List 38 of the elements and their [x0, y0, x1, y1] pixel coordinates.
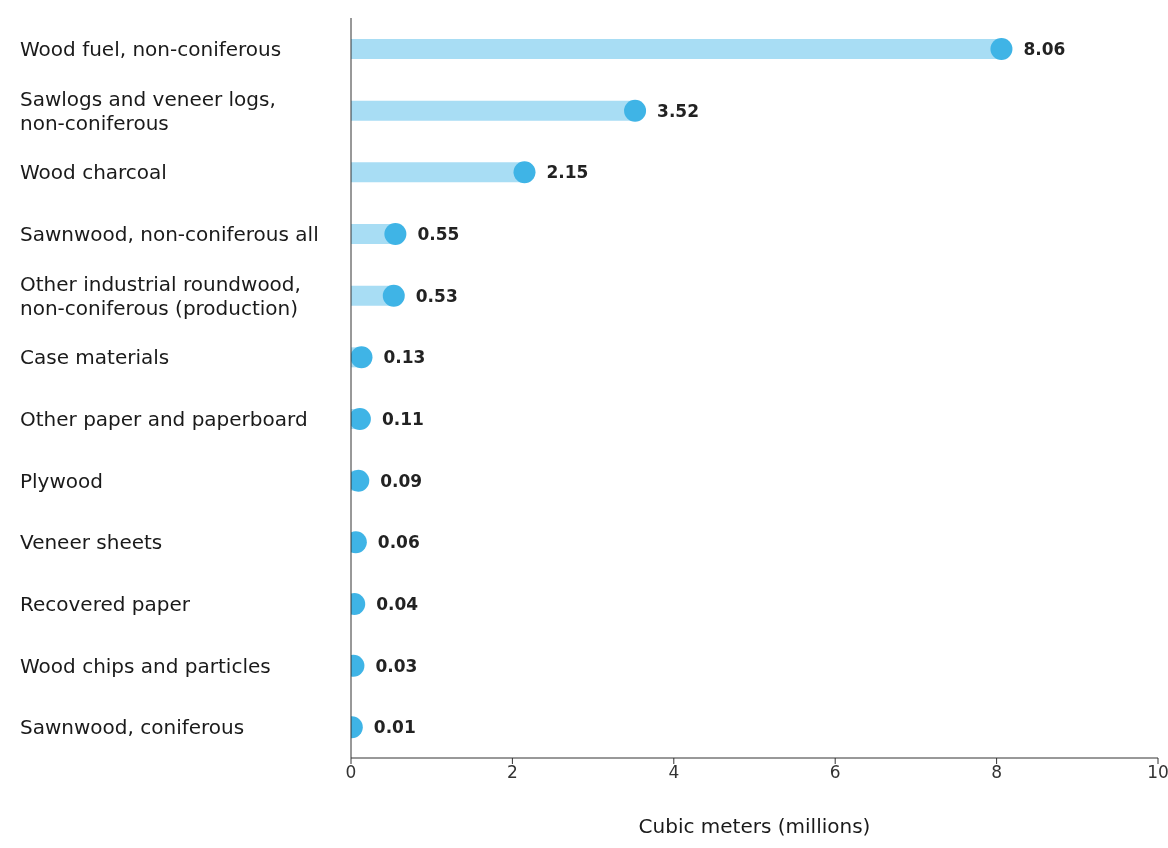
y-tick-label: Recovered paper: [20, 591, 191, 616]
y-tick-label: Other industrial roundwood, non-coniferous (production): [20, 271, 301, 320]
y-tick-label: Wood charcoal: [20, 160, 167, 185]
data-label: 2.15: [546, 162, 589, 183]
data-label: 0.06: [377, 532, 420, 553]
y-tick-label: Sawlogs and veneer logs, non-coniferous: [20, 86, 276, 135]
y-tick-label: Wood chips and particles: [20, 653, 271, 678]
y-tick-label: Other paper and paperboard: [20, 406, 308, 431]
x-axis-title: Cubic meters (millions): [638, 814, 871, 838]
point: [990, 38, 1013, 60]
point: [351, 408, 371, 430]
data-label: 0.09: [380, 470, 423, 491]
x-tick-label: 8: [991, 762, 1003, 783]
data-label: 0.04: [376, 594, 419, 615]
data-label: 0.55: [417, 224, 460, 245]
data-label: 0.11: [381, 409, 424, 430]
point: [382, 284, 405, 307]
x-tick-label: 2: [506, 762, 518, 783]
data-label: 0.13: [383, 347, 426, 368]
x-tick-label: 0: [345, 762, 357, 783]
point: [624, 99, 647, 122]
y-tick-label: Sawnwood, coniferous: [20, 715, 245, 740]
y-tick-label: Plywood: [20, 468, 103, 493]
x-tick-label: 4: [668, 762, 680, 783]
y-tick-label: Case materials: [20, 345, 170, 370]
data-label: 8.06: [1023, 39, 1066, 60]
point: [513, 161, 536, 184]
data-label: 0.01: [373, 717, 416, 738]
point: [384, 223, 407, 245]
x-tick-label: 6: [829, 762, 841, 783]
data-label: 0.03: [375, 655, 418, 676]
point: [351, 346, 373, 369]
data-label: 0.53: [415, 285, 458, 306]
data-label: 3.52: [657, 100, 700, 121]
y-tick-label: Wood fuel, non-coniferous: [20, 36, 282, 61]
y-tick-label: Veneer sheets: [20, 530, 163, 555]
y-tick-label: Sawnwood, non-coniferous all: [20, 221, 319, 246]
x-tick-label: 10: [1147, 762, 1168, 783]
